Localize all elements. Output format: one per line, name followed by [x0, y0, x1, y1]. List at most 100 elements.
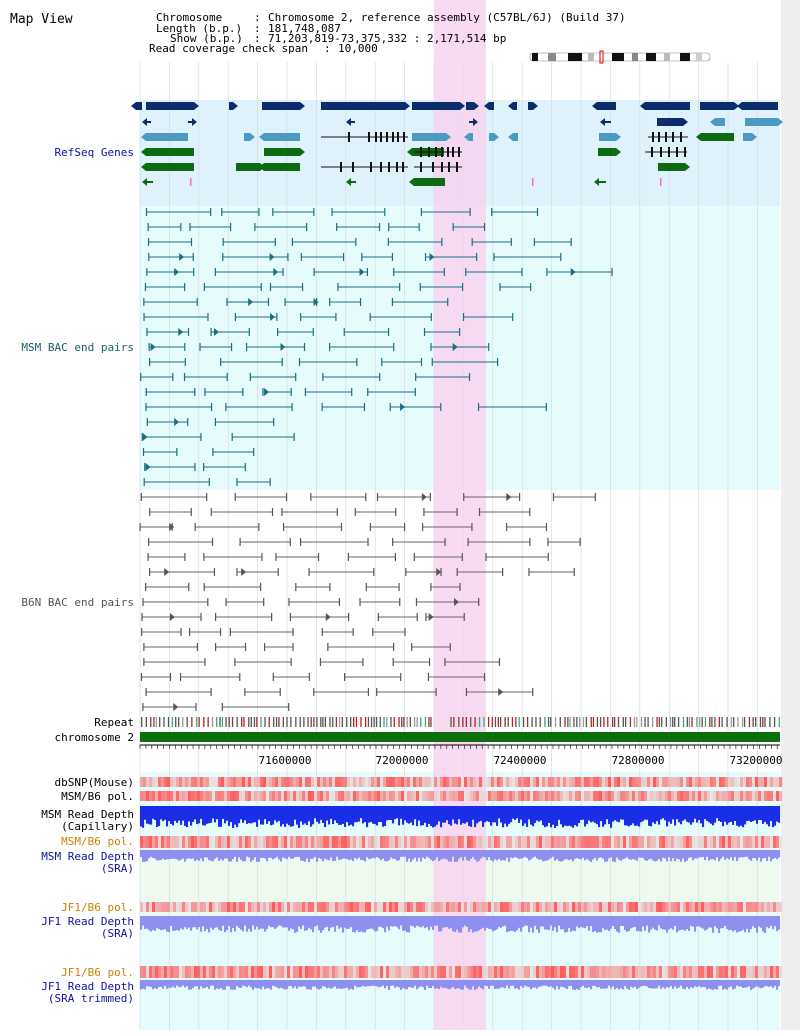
heat-cell: [473, 902, 477, 912]
polymorphism-and-depth-tracks[interactable]: [140, 777, 783, 990]
depth-bar: [394, 980, 397, 988]
refseq-genes-label[interactable]: RefSeq Genes: [55, 146, 134, 159]
msm-b6-pol-sra-label[interactable]: MSM/B6 pol.: [61, 835, 134, 848]
heat-cell: [422, 836, 426, 848]
gene-model[interactable]: [742, 102, 778, 110]
depth-bar: [396, 850, 399, 861]
heat-cell: [293, 777, 297, 787]
depth-bar: [402, 916, 405, 931]
gene-model[interactable]: [262, 102, 300, 110]
b6n-bac-label[interactable]: B6N BAC end pairs: [21, 596, 134, 609]
jf1-depth-sra-label[interactable]: JF1 Read Depth: [41, 915, 134, 928]
gene-model[interactable]: [351, 121, 355, 123]
msm-bac-label[interactable]: MSM BAC end pairs: [21, 341, 134, 354]
gene-model[interactable]: [264, 163, 300, 171]
jf1-b6-pol-label[interactable]: JF1/B6 pol.: [61, 901, 134, 914]
gene-model[interactable]: [264, 133, 300, 141]
depth-bar: [302, 980, 305, 987]
depth-bar: [420, 850, 423, 862]
heat-cell: [299, 902, 303, 912]
heat-cell: [413, 836, 417, 848]
heat-cell: [536, 777, 540, 787]
msm-depth-sra-label[interactable]: MSM Read Depth: [41, 850, 134, 863]
depth-bar: [222, 806, 225, 819]
jf1-depth-trim-label[interactable]: JF1 Read Depth: [41, 980, 134, 993]
gene-model[interactable]: [466, 102, 474, 110]
heat-cell: [632, 902, 636, 912]
gene-model[interactable]: [645, 102, 690, 110]
gene-model[interactable]: [236, 163, 260, 171]
gene-model[interactable]: [597, 102, 616, 110]
repeat-element: [450, 717, 452, 727]
gene-model[interactable]: [412, 133, 446, 141]
right-scroll-strip[interactable]: [781, 0, 800, 1030]
gene-model[interactable]: [469, 133, 473, 141]
gene-model[interactable]: [513, 133, 518, 141]
heat-cell: [446, 791, 450, 801]
gene-model[interactable]: [321, 166, 408, 168]
depth-bar: [580, 980, 583, 988]
gene-model[interactable]: [648, 136, 688, 138]
heat-cell: [233, 966, 237, 978]
depth-bar: [570, 806, 573, 827]
gene-model[interactable]: [321, 136, 408, 138]
gene-model[interactable]: [229, 102, 233, 110]
gene-model[interactable]: [351, 181, 356, 183]
gene-model[interactable]: [489, 133, 494, 141]
chromosome-bar[interactable]: [140, 732, 780, 742]
gene-model[interactable]: [414, 166, 462, 168]
gene-model[interactable]: [513, 102, 517, 110]
msm-b6-pol-label[interactable]: MSM/B6 pol.: [61, 790, 134, 803]
gene-model[interactable]: [146, 102, 194, 110]
gene-model[interactable]: [599, 133, 616, 141]
gene-model[interactable]: [146, 148, 194, 156]
gene-model[interactable]: [605, 121, 611, 123]
gene-model[interactable]: [599, 181, 606, 183]
colon: :: [324, 42, 331, 55]
gene-model[interactable]: [188, 121, 192, 123]
gene-model[interactable]: [489, 102, 494, 110]
msm-bac-track[interactable]: [140, 208, 613, 486]
gene-model[interactable]: [743, 133, 752, 141]
repeat-element: [759, 717, 762, 727]
gene-model[interactable]: [146, 133, 188, 141]
gene-model[interactable]: [147, 121, 151, 123]
gene-model[interactable]: [658, 163, 685, 171]
gene-model[interactable]: [745, 118, 778, 126]
gene-model[interactable]: [321, 102, 405, 110]
depth-bar: [378, 916, 381, 927]
gene-model[interactable]: [528, 102, 533, 110]
dbsnp-label[interactable]: dbSNP(Mouse): [55, 776, 134, 789]
depth-bar: [772, 806, 775, 828]
gene-model[interactable]: [598, 148, 616, 156]
heat-cell: [488, 791, 492, 801]
gene-model[interactable]: [412, 102, 460, 110]
gene-model[interactable]: [414, 151, 462, 153]
heat-cell: [620, 902, 624, 912]
depth-bar: [700, 806, 703, 824]
depth-bar: [586, 980, 589, 989]
b6n-bac-track[interactable]: [139, 493, 596, 711]
gene-model[interactable]: [645, 151, 687, 153]
jf1-b6-pol-trim-label[interactable]: JF1/B6 pol.: [61, 966, 134, 979]
gene-model[interactable]: [136, 102, 142, 110]
depth-bar: [520, 980, 523, 987]
gene-model[interactable]: [146, 163, 194, 171]
gene-model[interactable]: [657, 118, 683, 126]
chromosome-ideogram[interactable]: [529, 50, 711, 64]
gene-model[interactable]: [469, 121, 473, 123]
gene-model[interactable]: [264, 148, 300, 156]
repeat-element: [335, 717, 338, 727]
gene-model[interactable]: [701, 133, 734, 141]
refseq-genes-track[interactable]: [131, 102, 783, 186]
gene-model[interactable]: [147, 181, 153, 183]
depth-bar: [350, 850, 353, 860]
repeat-track[interactable]: [141, 717, 780, 727]
gene-model[interactable]: [715, 118, 725, 126]
gene-model[interactable]: [244, 133, 250, 141]
msm-depth-capillary-label[interactable]: MSM Read Depth: [41, 808, 134, 821]
heat-cell: [203, 902, 207, 912]
gene-model[interactable]: [700, 102, 734, 110]
gene-model[interactable]: [414, 178, 445, 186]
depth-bar: [766, 806, 769, 825]
